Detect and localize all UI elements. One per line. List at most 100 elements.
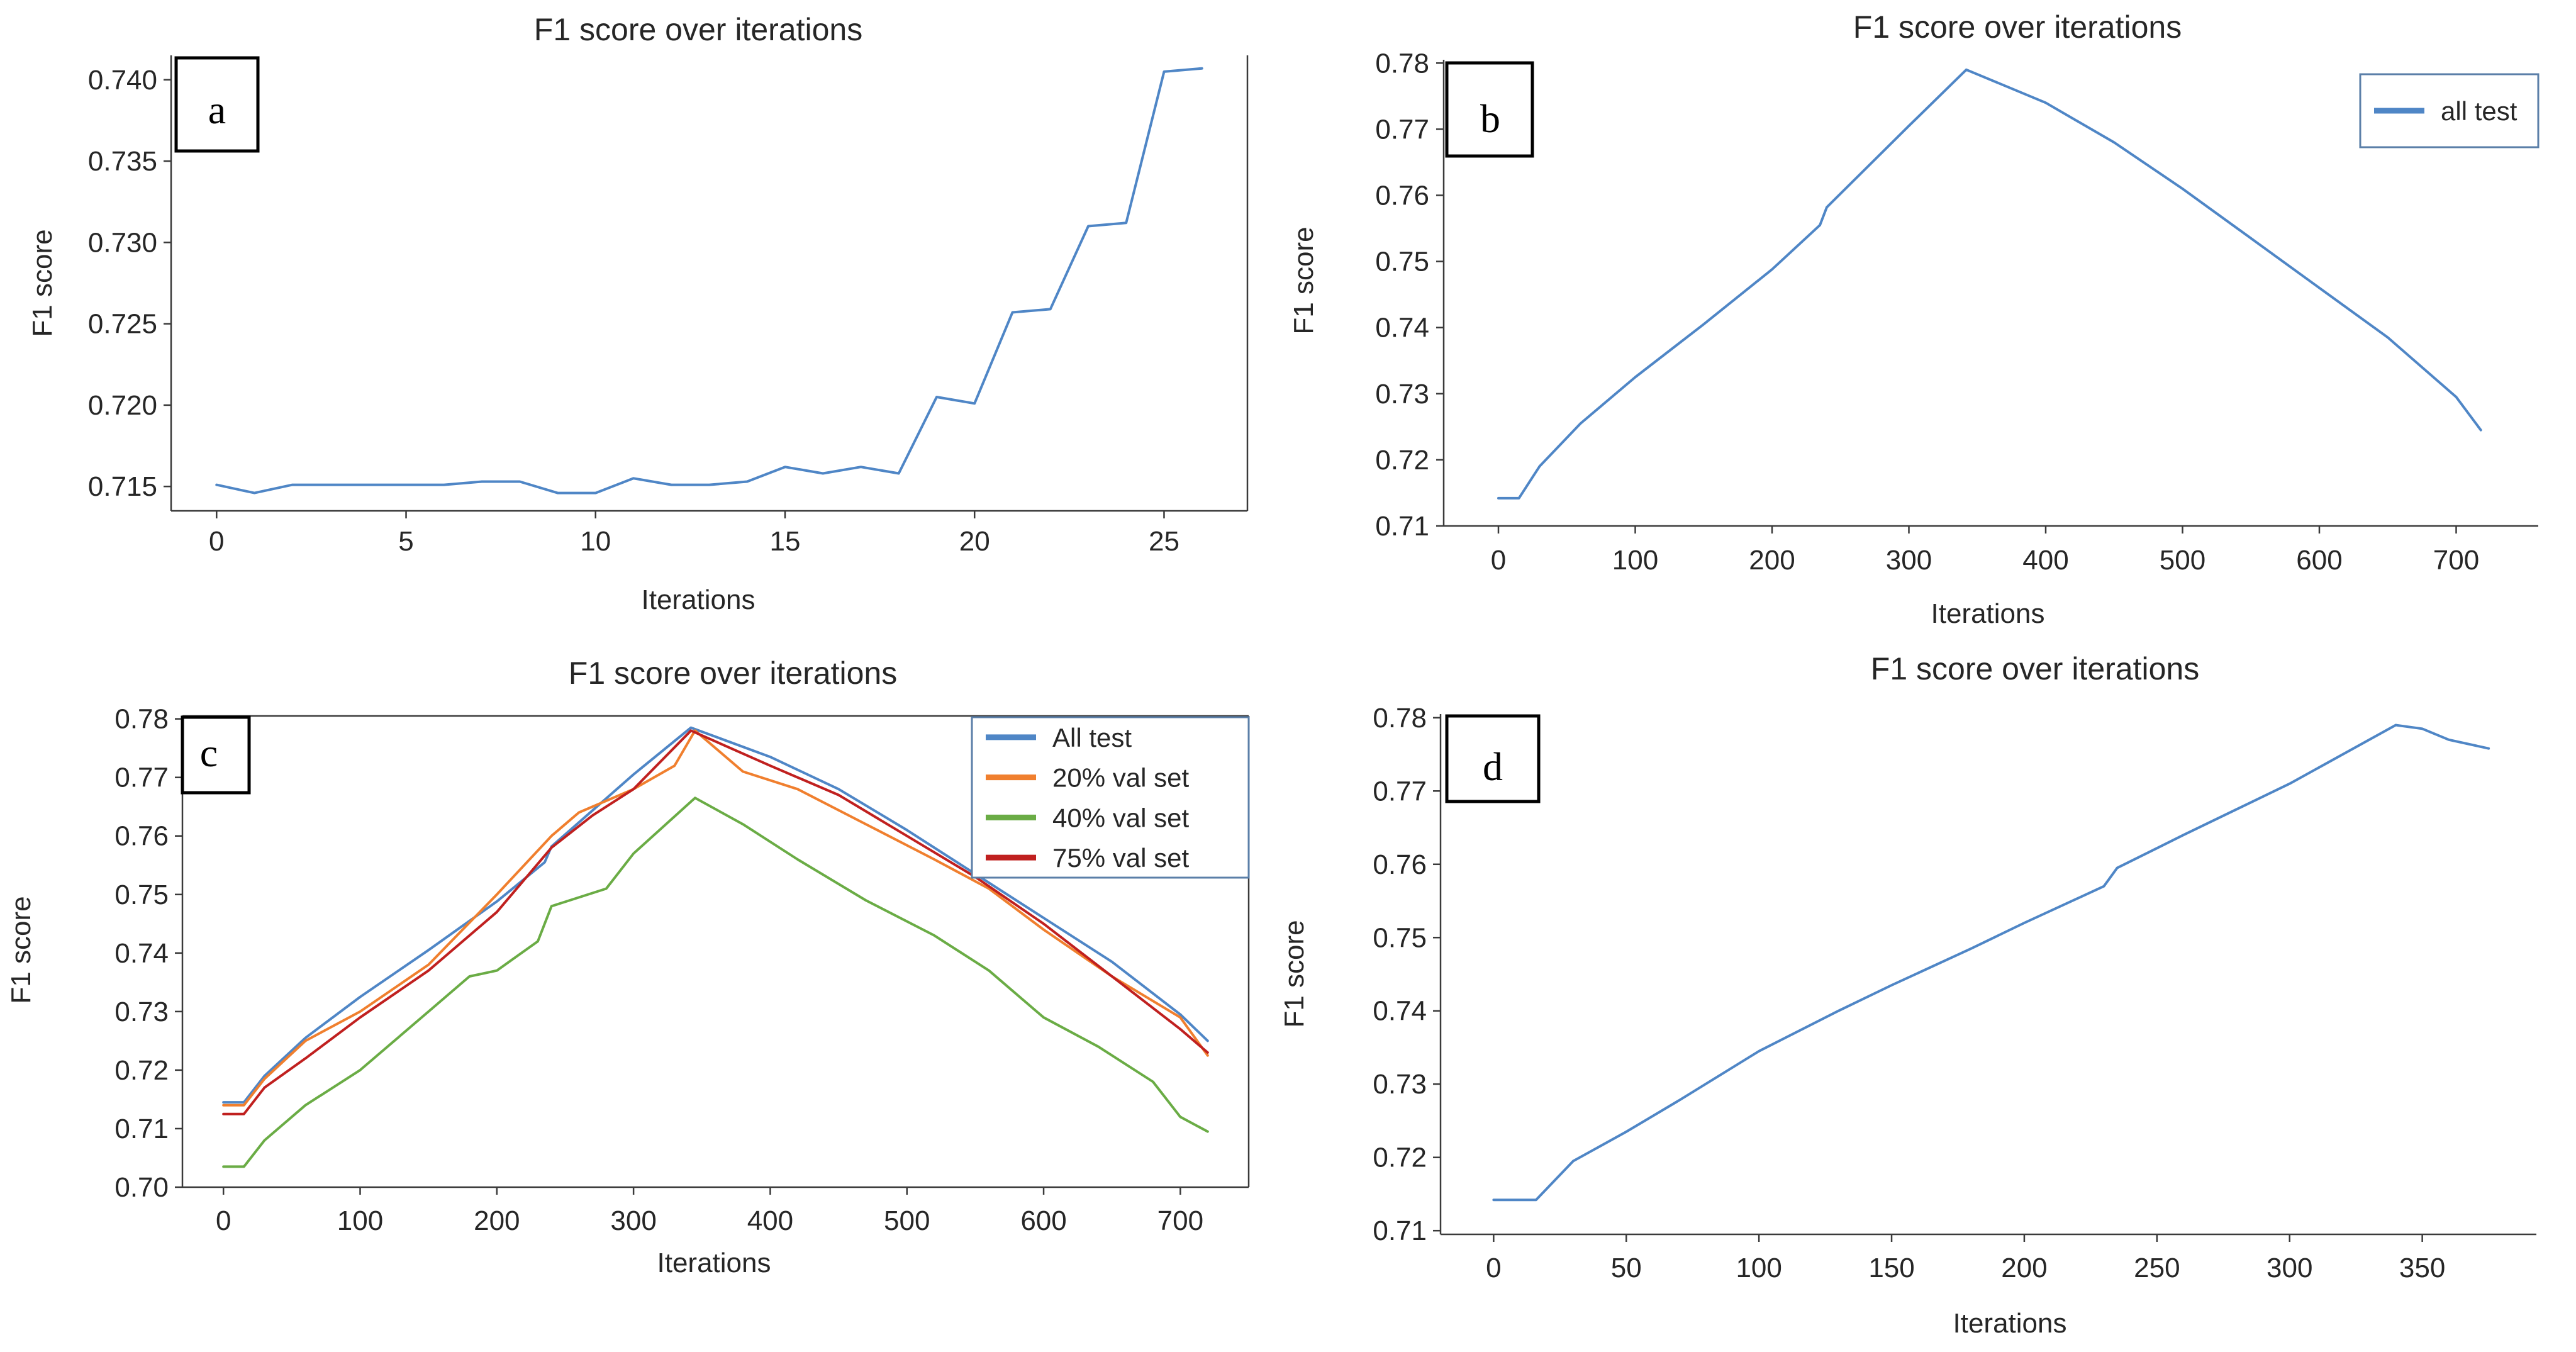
- legend-label: all test: [2441, 96, 2517, 126]
- panel-letter-box: [1445, 61, 1534, 158]
- x-axis-label: Iterations: [1931, 598, 2045, 629]
- y-tick-label: 0.77: [114, 763, 169, 793]
- y-tick-label: 0.73: [114, 997, 169, 1027]
- panel-letter-box: [181, 715, 251, 795]
- y-tick-label: 0.75: [1373, 922, 1427, 953]
- x-tick-label: 600: [1020, 1205, 1066, 1236]
- y-tick-label: 0.74: [1375, 313, 1429, 344]
- x-tick-label: 0: [1486, 1253, 1501, 1283]
- x-axis-label: Iterations: [642, 584, 756, 615]
- x-tick-label: 250: [2134, 1253, 2180, 1283]
- x-tick-label: 5: [398, 526, 413, 557]
- y-tick-label: 0.76: [1375, 180, 1429, 211]
- y-tick-label: 0.78: [1375, 48, 1429, 79]
- x-tick-label: 0: [216, 1205, 231, 1236]
- x-tick-label: 0: [209, 526, 224, 557]
- series-line-all_test: [1497, 68, 2482, 500]
- legend-box: [971, 716, 1250, 879]
- x-tick-label: 300: [2267, 1253, 2312, 1283]
- x-tick-label: 600: [2296, 545, 2342, 576]
- y-tick-label: 0.740: [88, 65, 157, 96]
- x-tick-label: 400: [747, 1205, 793, 1236]
- y-tick-label: 0.73: [1373, 1069, 1427, 1100]
- x-tick-label: 15: [770, 526, 801, 557]
- legend-label: 75% val set: [1052, 843, 1189, 873]
- x-axis-label: Iterations: [1953, 1308, 2067, 1339]
- x-tick-label: 25: [1149, 526, 1179, 557]
- x-tick-label: 200: [1749, 545, 1795, 576]
- legend-label: 20% val set: [1052, 763, 1189, 793]
- chart-panel-d: 0.71 0.72 0.73 0.74 0.75 0.76 0.77 0.78 0 50 100 15…: [1279, 651, 2536, 1339]
- x-axis-label: Iterations: [657, 1248, 771, 1278]
- panel-letter-box: [174, 56, 260, 153]
- chart-title: F1 score over iterations: [1871, 651, 2199, 686]
- y-tick-label: 0.76: [1373, 849, 1427, 880]
- chart-title: F1 score over iterations: [534, 12, 862, 47]
- legend-label: All test: [1052, 723, 1132, 752]
- y-tick-label: 0.74: [1373, 996, 1427, 1027]
- x-tick-label: 100: [1736, 1253, 1781, 1283]
- x-tick-label: 400: [2022, 545, 2068, 576]
- y-tick-label: 0.72: [1373, 1142, 1427, 1173]
- y-axis-label: F1 score: [6, 896, 36, 1003]
- x-tick-label: 100: [337, 1205, 383, 1236]
- y-tick-label: 0.78: [1373, 703, 1427, 734]
- y-tick-label: 0.75: [1375, 247, 1429, 277]
- y-tick-label: 0.78: [114, 704, 169, 735]
- y-tick-label: 0.76: [114, 821, 169, 852]
- panel-letter: d: [1483, 744, 1503, 789]
- chart-title: F1 score over iterations: [1853, 9, 2182, 45]
- y-tick-label: 0.70: [114, 1172, 169, 1203]
- legend: All test 20% val set 40% val set 75% val se…: [971, 716, 1250, 879]
- x-tick-label: 700: [2433, 545, 2479, 576]
- y-tick-label: 0.72: [114, 1055, 169, 1086]
- panel-letter: b: [1480, 96, 1500, 141]
- x-tick-label: 20: [959, 526, 990, 557]
- panel-letter: c: [200, 730, 218, 775]
- series-line-all_test: [215, 67, 1203, 494]
- y-tick-label: 0.71: [1373, 1215, 1427, 1246]
- x-tick-label: 350: [2399, 1253, 2445, 1283]
- x-tick-label: 700: [1157, 1205, 1203, 1236]
- series-line-val75: [222, 729, 1209, 1115]
- chart-panel-b: 0.71 0.72 0.73 0.74 0.75 0.76 0.77 0.78 0 100 200 3…: [1288, 9, 2540, 629]
- y-axis-label: F1 score: [27, 229, 58, 337]
- y-tick-label: 0.75: [114, 880, 169, 910]
- y-tick-label: 0.73: [1375, 379, 1429, 410]
- x-tick-label: 150: [1868, 1253, 1914, 1283]
- chart-panel-a: 0.715 0.720 0.725 0.730 0.735 0.740 0 5 10 15 20 25…: [27, 12, 1249, 615]
- y-tick-label: 0.71: [114, 1114, 169, 1144]
- chart-panel-c: 0.70 0.71 0.72 0.73 0.74 0.75 0.76 0.77 0.78 0 100…: [6, 656, 1250, 1278]
- y-tick-label: 0.77: [1373, 776, 1427, 807]
- y-tick-label: 0.725: [88, 309, 157, 340]
- x-tick-label: 200: [474, 1205, 520, 1236]
- chart-title: F1 score over iterations: [569, 656, 897, 691]
- y-tick-label: 0.730: [88, 227, 157, 258]
- x-tick-label: 50: [1611, 1253, 1642, 1283]
- series-line-all_test: [1492, 723, 2490, 1202]
- x-tick-label: 500: [884, 1205, 930, 1236]
- y-tick-label: 0.77: [1375, 114, 1429, 145]
- series-line-val20: [222, 729, 1209, 1107]
- x-tick-label: 0: [1491, 545, 1506, 576]
- panel-letter-box: [1445, 714, 1541, 803]
- legend: all test: [2359, 73, 2540, 148]
- y-tick-label: 0.720: [88, 390, 157, 421]
- y-tick-label: 0.735: [88, 146, 157, 177]
- x-tick-label: 300: [610, 1205, 656, 1236]
- y-tick-label: 0.74: [114, 938, 169, 969]
- y-tick-label: 0.715: [88, 471, 157, 502]
- y-axis-label: F1 score: [1279, 920, 1310, 1027]
- series-line-val40: [222, 796, 1209, 1168]
- panel-letter: a: [208, 87, 226, 132]
- x-tick-label: 500: [2160, 545, 2205, 576]
- series-line-all_test: [222, 726, 1209, 1104]
- x-tick-label: 10: [580, 526, 611, 557]
- x-tick-label: 300: [1886, 545, 1932, 576]
- y-tick-label: 0.72: [1375, 445, 1429, 476]
- x-tick-label: 100: [1612, 545, 1658, 576]
- y-tick-label: 0.71: [1375, 511, 1429, 542]
- y-axis-label: F1 score: [1288, 226, 1319, 334]
- legend-label: 40% val set: [1052, 803, 1189, 832]
